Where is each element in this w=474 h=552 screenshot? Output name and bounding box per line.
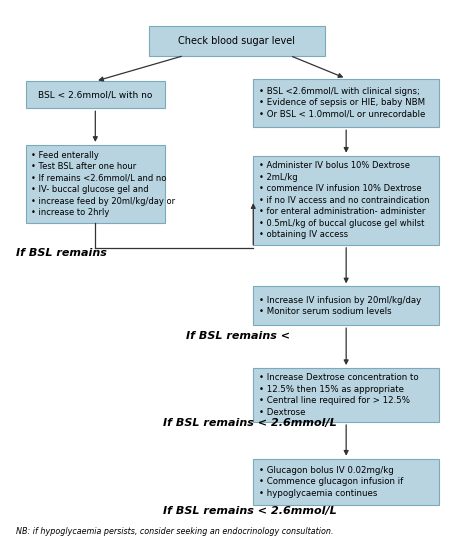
Text: If BSL remains < 2.6mmol/L: If BSL remains < 2.6mmol/L	[163, 418, 337, 428]
FancyBboxPatch shape	[253, 286, 439, 325]
Text: • Glucagon bolus IV 0.02mg/kg
• Commence glucagon infusion if
• hypoglycaemia co: • Glucagon bolus IV 0.02mg/kg • Commence…	[259, 466, 403, 497]
FancyBboxPatch shape	[253, 78, 439, 128]
Text: Check blood sugar level: Check blood sugar level	[179, 36, 295, 46]
Text: • Feed enterally
• Test BSL after one hour
• If remains <2.6mmol/L and no
• IV- : • Feed enterally • Test BSL after one ho…	[31, 151, 175, 217]
FancyBboxPatch shape	[253, 156, 439, 245]
FancyBboxPatch shape	[149, 26, 325, 56]
Text: NB: if hypoglycaemia persists, consider seeking an endocrinology consultation.: NB: if hypoglycaemia persists, consider …	[16, 527, 334, 535]
FancyBboxPatch shape	[253, 368, 439, 422]
Text: BSL < 2.6mmol/L with no: BSL < 2.6mmol/L with no	[38, 91, 153, 99]
Text: • Increase Dextrose concentration to
• 12.5% then 15% as appropriate
• Central l: • Increase Dextrose concentration to • 1…	[259, 373, 419, 417]
Text: If BSL remains: If BSL remains	[16, 248, 107, 258]
Text: If BSL remains < 2.6mmol/L: If BSL remains < 2.6mmol/L	[163, 506, 337, 516]
Text: If BSL remains <: If BSL remains <	[186, 331, 290, 341]
FancyBboxPatch shape	[26, 81, 165, 108]
Text: • BSL <2.6mmol/L with clinical signs;
• Evidence of sepsis or HIE, baby NBM
• Or: • BSL <2.6mmol/L with clinical signs; • …	[259, 87, 425, 119]
Text: • Administer IV bolus 10% Dextrose
• 2mL/kg
• commence IV infusion 10% Dextrose
: • Administer IV bolus 10% Dextrose • 2mL…	[259, 161, 429, 239]
FancyBboxPatch shape	[253, 459, 439, 505]
Text: • Increase IV infusion by 20ml/kg/day
• Monitor serum sodium levels: • Increase IV infusion by 20ml/kg/day • …	[259, 295, 421, 316]
FancyBboxPatch shape	[26, 145, 165, 223]
